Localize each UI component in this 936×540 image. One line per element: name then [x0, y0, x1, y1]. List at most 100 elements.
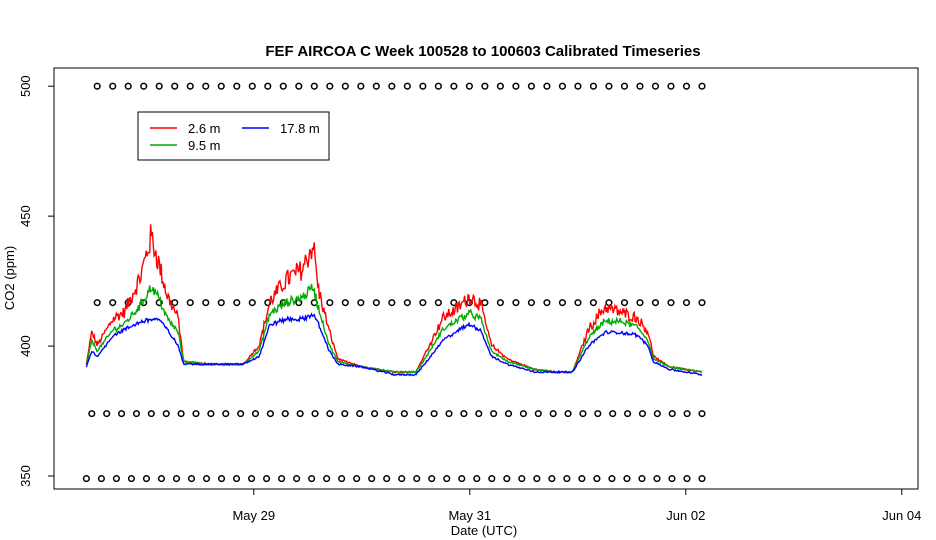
x-tick-label: Jun 02 — [666, 508, 705, 523]
data-marker — [177, 410, 185, 418]
y-axis: 350 400 450 500 — [18, 75, 54, 487]
data-marker — [187, 475, 196, 483]
data-marker — [279, 82, 287, 90]
data-marker — [419, 82, 427, 90]
data-marker — [683, 475, 691, 483]
data-marker — [558, 299, 566, 307]
data-marker — [222, 410, 230, 418]
data-marker — [490, 410, 498, 418]
data-marker — [186, 82, 194, 90]
data-marker — [683, 410, 691, 418]
data-marker — [341, 410, 349, 418]
data-marker — [142, 475, 151, 483]
data-marker — [558, 82, 566, 90]
data-marker — [503, 475, 511, 483]
data-marker — [481, 82, 489, 90]
data-marker — [594, 410, 602, 418]
data-marker — [668, 475, 676, 483]
data-marker — [668, 410, 676, 418]
plot-area — [53, 67, 919, 490]
data-marker — [266, 410, 274, 418]
data-marker — [233, 299, 241, 307]
y-axis-label: CO2 (ppm) — [2, 246, 17, 310]
data-marker — [400, 410, 408, 418]
data-marker — [233, 82, 241, 90]
x-tick-label: May 31 — [448, 508, 491, 523]
x-tick-label: Jun 04 — [882, 508, 921, 523]
data-marker — [310, 82, 318, 90]
data-marker — [620, 82, 629, 90]
data-marker — [308, 475, 316, 483]
data-marker — [237, 410, 245, 418]
data-marker — [326, 299, 334, 307]
data-marker — [295, 82, 303, 90]
data-marker — [112, 475, 120, 483]
data-marker — [403, 299, 411, 307]
data-marker — [527, 82, 535, 90]
data-marker — [202, 475, 211, 483]
data-marker — [605, 82, 613, 90]
data-marker — [519, 410, 527, 418]
data-marker — [443, 475, 451, 483]
data-marker — [543, 299, 551, 307]
data-marker — [458, 475, 466, 483]
y-tick-label: 350 — [18, 465, 33, 487]
data-marker — [593, 475, 601, 483]
data-marker — [651, 299, 660, 307]
data-marker — [192, 410, 200, 418]
data-marker — [326, 410, 334, 418]
data-marker — [473, 475, 481, 483]
data-marker — [202, 299, 210, 307]
data-marker — [512, 299, 520, 307]
data-marker — [667, 82, 675, 90]
data-marker — [323, 475, 331, 483]
y-tick-label: 400 — [18, 335, 33, 357]
data-marker — [248, 475, 256, 483]
data-marker — [385, 410, 394, 418]
data-marker — [93, 299, 101, 307]
data-marker — [132, 410, 140, 418]
series-lines — [85, 224, 703, 377]
data-marker — [248, 82, 256, 90]
data-marker — [155, 82, 163, 90]
legend-label: 2.6 m — [188, 121, 221, 136]
data-marker — [698, 475, 706, 483]
data-marker — [589, 299, 597, 307]
data-marker — [207, 410, 215, 418]
y-tick-label: 500 — [18, 75, 33, 97]
data-marker — [372, 299, 380, 307]
data-marker — [638, 475, 646, 483]
data-marker — [264, 82, 272, 90]
data-marker — [636, 299, 644, 307]
data-marker — [428, 475, 436, 483]
chart-title: FEF AIRCOA C Week 100528 to 100603 Calib… — [265, 43, 700, 60]
data-marker — [341, 82, 349, 90]
data-marker — [698, 82, 706, 90]
data-marker — [338, 475, 346, 483]
data-marker — [403, 82, 411, 90]
data-marker — [413, 475, 421, 483]
data-marker — [162, 410, 170, 418]
data-marker — [326, 82, 334, 90]
data-marker — [353, 475, 361, 483]
data-marker — [624, 410, 632, 418]
x-axis-label: Date (UTC) — [451, 523, 517, 538]
data-marker — [186, 299, 194, 307]
data-marker — [574, 299, 582, 307]
data-marker — [609, 410, 617, 418]
data-marker — [445, 410, 453, 418]
data-marker — [217, 475, 226, 483]
data-marker — [488, 475, 496, 483]
data-marker — [248, 299, 256, 307]
series-line-1 — [85, 283, 703, 374]
data-marker — [475, 410, 483, 418]
data-marker — [465, 82, 473, 90]
data-marker — [278, 475, 286, 483]
data-marker — [636, 82, 644, 90]
data-marker — [698, 299, 706, 307]
data-marker — [698, 410, 706, 418]
series-line-2 — [85, 312, 703, 377]
data-marker — [434, 82, 442, 90]
data-marker — [549, 410, 557, 418]
